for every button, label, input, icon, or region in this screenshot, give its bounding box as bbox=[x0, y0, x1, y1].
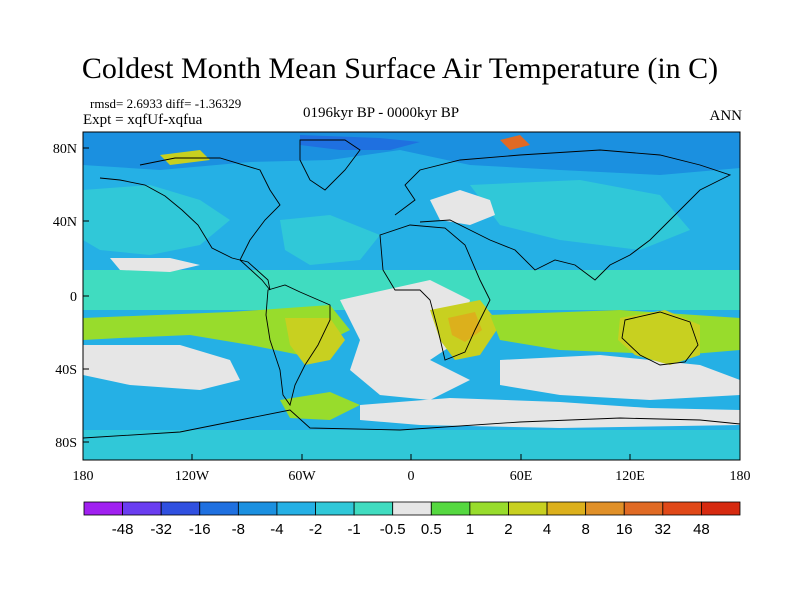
lon-label-120w: 120W bbox=[175, 469, 210, 484]
colorbar-label: -4 bbox=[270, 521, 283, 538]
experiment-label: Expt = xqfUf-xqfua bbox=[83, 112, 203, 128]
lon-label-180w: 180 bbox=[73, 469, 94, 484]
period-label: 0196kyr BP - 0000kyr BP bbox=[303, 105, 460, 121]
colorbar-label: -16 bbox=[189, 521, 211, 538]
coast-africa bbox=[379, 224, 491, 361]
temperature-field bbox=[83, 132, 740, 460]
lat-label-80s: 80S bbox=[55, 436, 77, 451]
field-warm-sh-pacific bbox=[83, 305, 350, 355]
colorbar-label: -2 bbox=[309, 521, 322, 538]
lon-label-0: 0 bbox=[408, 469, 415, 484]
field-warm-southern-ocean bbox=[280, 392, 360, 420]
colorbar-label: -1 bbox=[347, 521, 360, 538]
lat-label-80n: 80N bbox=[53, 142, 77, 157]
coastlines bbox=[83, 139, 740, 439]
lon-axis: 180 120W 60W 0 60E 120E 180 bbox=[73, 454, 751, 484]
colorbar-label: 32 bbox=[654, 521, 671, 538]
colorbar-swatch bbox=[83, 501, 123, 516]
coast-australia bbox=[621, 311, 699, 366]
colorbar-swatch bbox=[199, 501, 239, 516]
colorbar-swatch bbox=[315, 501, 355, 516]
colorbar-swatch bbox=[469, 501, 509, 516]
colorbar-swatch bbox=[160, 501, 201, 516]
lon-label-60e: 60E bbox=[510, 469, 533, 484]
colorbar-swatch bbox=[546, 501, 587, 516]
colorbar-label: 8 bbox=[581, 521, 589, 538]
lat-label-0: 0 bbox=[70, 290, 77, 305]
colorbar-label: -32 bbox=[150, 521, 172, 538]
colorbar-swatch bbox=[508, 501, 548, 516]
colorbar-label: -8 bbox=[232, 521, 245, 538]
colorbar-label: 48 bbox=[693, 521, 710, 538]
lat-label-40s: 40S bbox=[55, 363, 77, 378]
field-zero-indian bbox=[500, 355, 740, 400]
colorbar-swatch bbox=[122, 501, 162, 516]
field-zero-pacific-n bbox=[110, 258, 200, 272]
colorbar-swatch bbox=[237, 501, 278, 516]
field-nh-teal-atlantic bbox=[280, 215, 380, 265]
colorbar-swatch bbox=[392, 501, 432, 516]
colorbar-swatch bbox=[585, 501, 625, 516]
lat-label-40n: 40N bbox=[53, 215, 77, 230]
field-zero-siberia bbox=[430, 190, 495, 225]
colorbar: -48 -32 -16 -8 -4 -2 -1 -0.5 0.5 1 2 4 8 16 32 48 bbox=[83, 501, 741, 538]
coast-greenland bbox=[299, 139, 361, 191]
season-label: ANN bbox=[709, 108, 743, 124]
field-nh-teal-pacific bbox=[83, 185, 230, 255]
field-zero-sh-pacific bbox=[83, 345, 240, 390]
lon-label-180e: 180 bbox=[730, 469, 751, 484]
field-warm-australia bbox=[618, 310, 700, 365]
colorbar-swatch bbox=[430, 501, 471, 516]
coast-eurasia bbox=[394, 149, 732, 281]
colorbar-swatch bbox=[662, 501, 702, 516]
coast-antarctica bbox=[83, 409, 740, 439]
stats-label: rmsd= 2.6933 diff= -1.36329 bbox=[90, 96, 242, 111]
colorbar-swatch bbox=[276, 501, 316, 516]
field-hot-africa bbox=[448, 312, 482, 342]
colorbar-swatch bbox=[353, 501, 394, 516]
colorbar-label: 1 bbox=[466, 521, 474, 538]
field-arctic-colder bbox=[300, 135, 420, 150]
field-hot-arctic-east bbox=[500, 135, 530, 150]
coast-north-america bbox=[99, 157, 281, 291]
colorbar-label: 16 bbox=[616, 521, 633, 538]
colorbar-label: 2 bbox=[504, 521, 512, 538]
colorbar-swatch bbox=[623, 501, 664, 516]
colorbar-label: -48 bbox=[112, 521, 134, 538]
colorbar-swatch bbox=[701, 501, 741, 516]
colorbar-label: -0.5 bbox=[380, 521, 406, 538]
field-zero-southern bbox=[360, 398, 740, 428]
coast-south-america bbox=[265, 284, 331, 407]
lat-axis: 80N 40N 0 40S 80S bbox=[53, 142, 89, 451]
field-antarctica bbox=[83, 430, 740, 460]
colorbar-label: 0.5 bbox=[421, 521, 442, 538]
lon-label-120e: 120E bbox=[615, 469, 645, 484]
colorbar-label: 4 bbox=[543, 521, 551, 538]
field-warm-south-america bbox=[285, 318, 345, 365]
field-warm-arctic-greenland bbox=[160, 150, 210, 165]
lon-label-60w: 60W bbox=[288, 469, 316, 484]
field-arctic-cold bbox=[83, 132, 740, 175]
field-nh-teal-asia bbox=[470, 180, 690, 250]
chart-title: Coldest Month Mean Surface Air Temperatu… bbox=[81, 52, 719, 85]
